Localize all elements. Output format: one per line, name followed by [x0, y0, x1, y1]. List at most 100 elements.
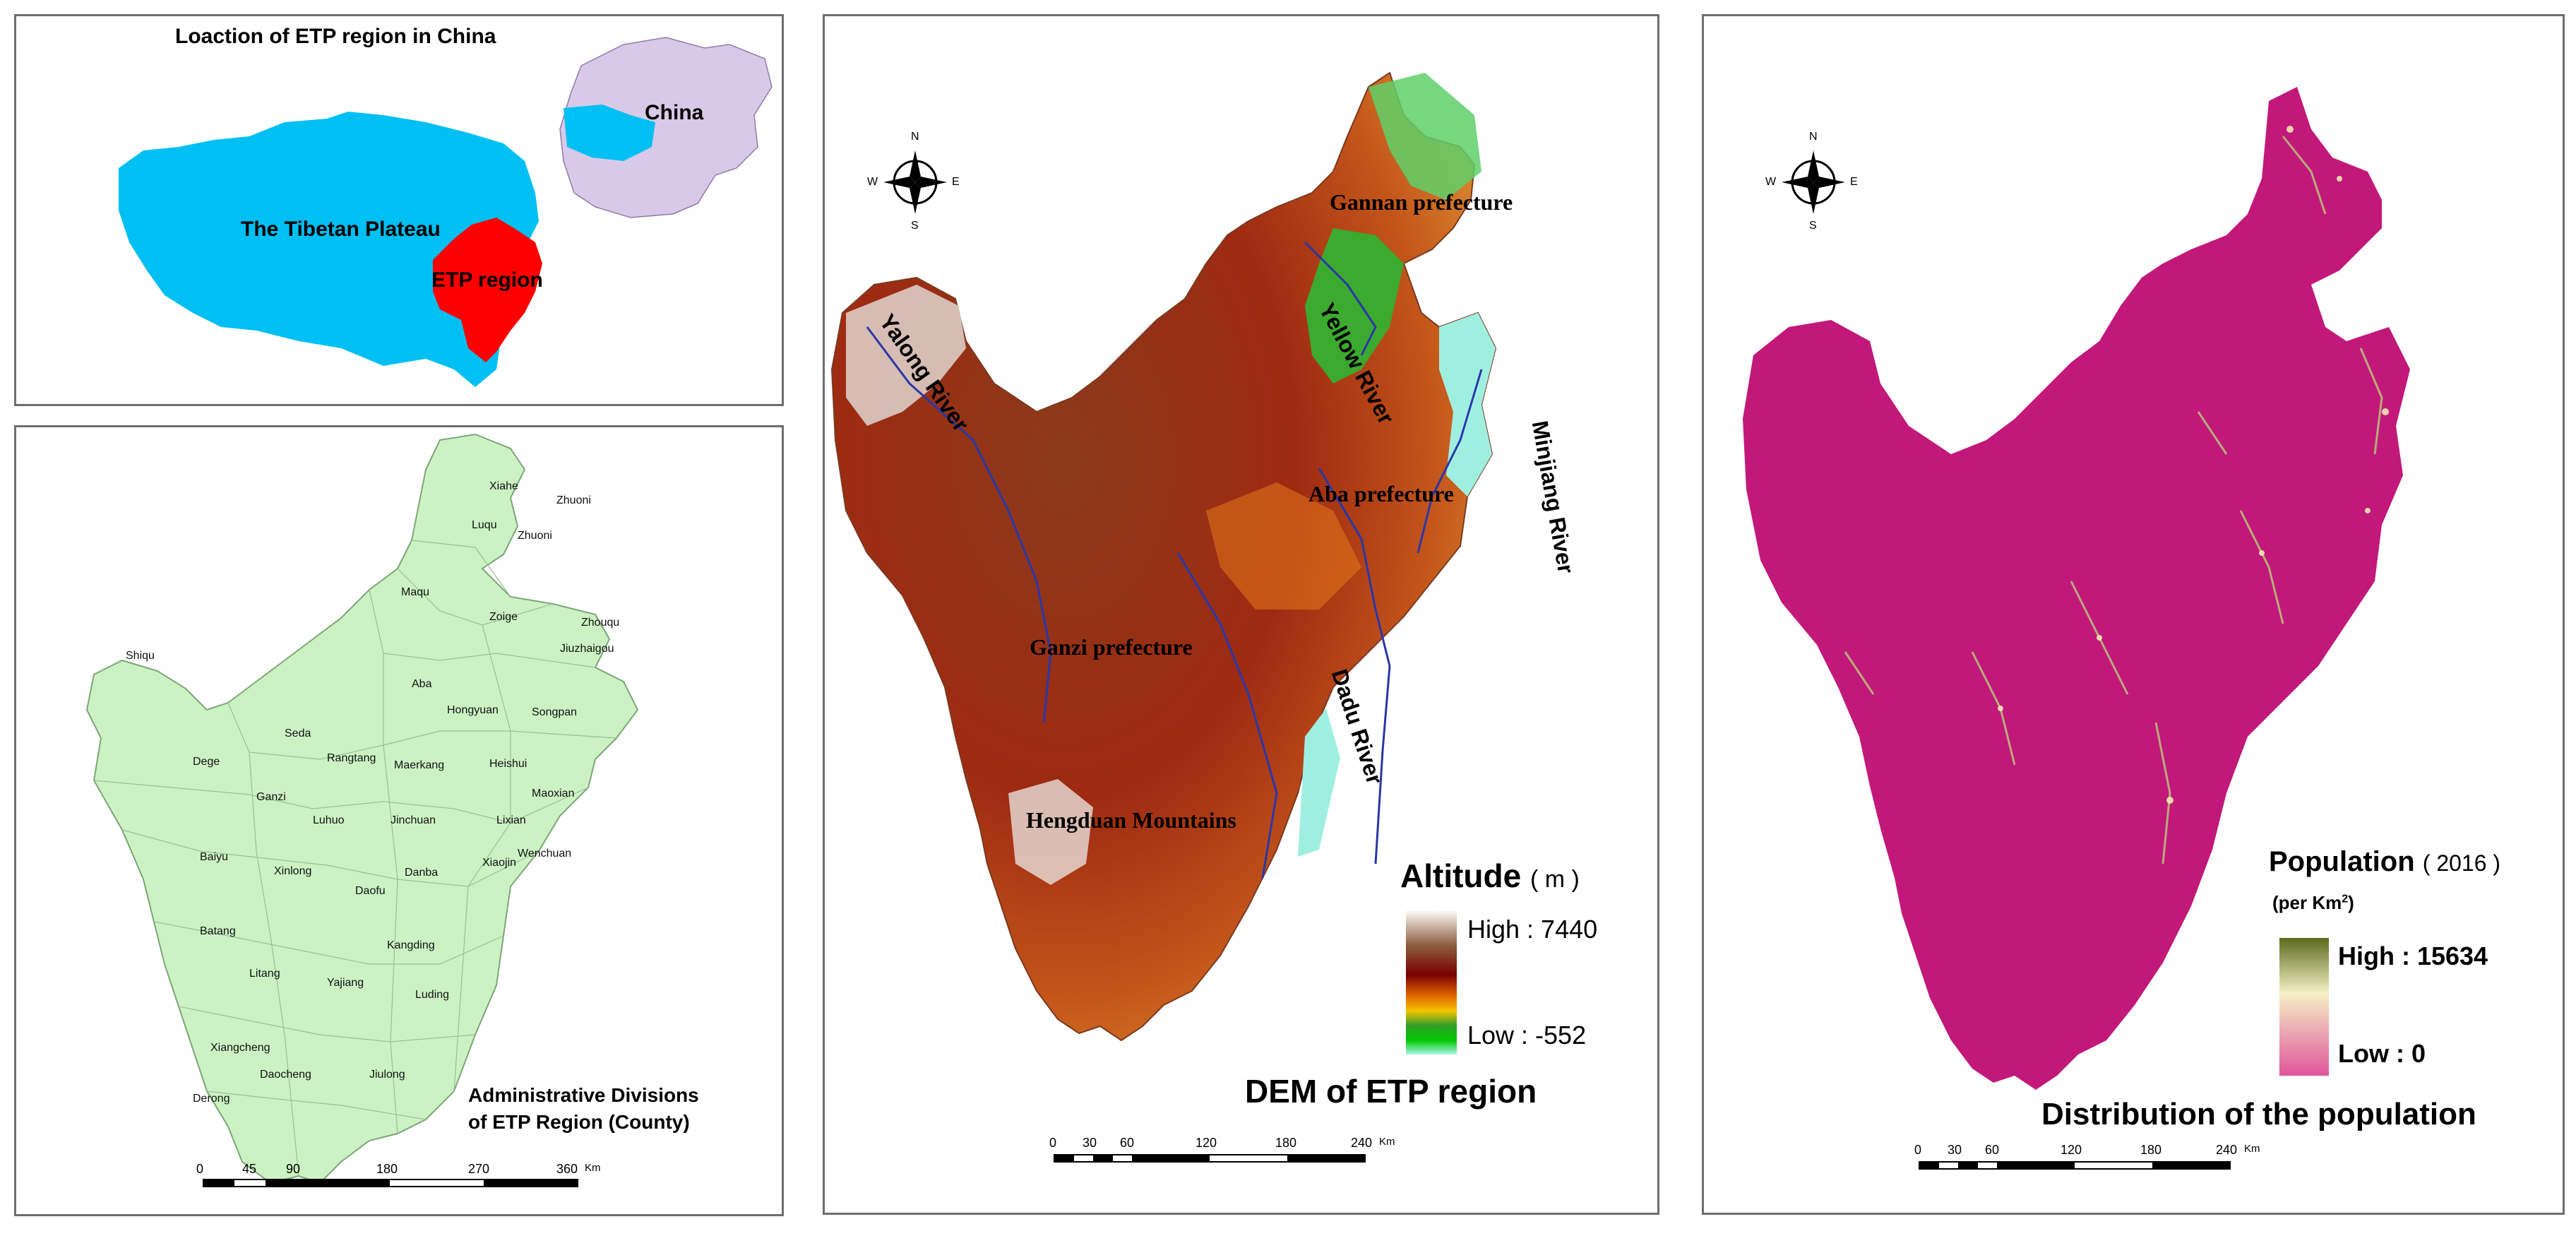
- county-label: Maoxian: [532, 788, 575, 800]
- county-label: Shiqu: [126, 650, 155, 662]
- population-density-streaks: [1844, 136, 2383, 864]
- scale-tick-label: 30: [1948, 1143, 1962, 1157]
- county-label: Daocheng: [260, 1069, 311, 1081]
- dem-lowland-east: [1439, 313, 1496, 497]
- scale-tick-label: 120: [1195, 1136, 1217, 1150]
- county-label: Luhuo: [313, 814, 345, 826]
- compass-w: W: [1765, 176, 1777, 188]
- scale-tick-label: 30: [1083, 1136, 1097, 1150]
- label-hengduan-mountains: Hengduan Mountains: [1026, 807, 1236, 833]
- label-china: China: [645, 101, 704, 124]
- location-map-panel: Loaction of ETP region in China China Th…: [14, 14, 784, 406]
- scale-unit: Km: [2244, 1143, 2260, 1155]
- compass-n: N: [911, 131, 919, 143]
- scale-tick-label: 0: [1914, 1143, 1922, 1157]
- scale-tick-label: 0: [1049, 1136, 1057, 1150]
- pop-legend-unit-sup: 2: [2342, 893, 2349, 905]
- scale-tick-label: 45: [242, 1162, 257, 1176]
- scale-tick-label: 0: [196, 1162, 204, 1176]
- county-label: Rangtang: [327, 752, 376, 764]
- compass-s: S: [911, 220, 919, 232]
- scale-tick-label: 180: [1275, 1136, 1297, 1150]
- compass-n: N: [1809, 131, 1818, 143]
- scale-tick-label: 60: [1120, 1136, 1135, 1150]
- county-label: Daofu: [355, 885, 386, 897]
- county-label: Zhuoni: [556, 494, 591, 506]
- label-tibetan-plateau: The Tibetan Plateau: [241, 218, 441, 241]
- dem-lowland-se: [1298, 708, 1340, 857]
- scale-tick-label: 120: [2061, 1143, 2082, 1157]
- county-label: Kangding: [387, 939, 435, 951]
- scale-unit: Km: [1379, 1136, 1395, 1148]
- county-label: Maerkang: [394, 759, 445, 771]
- county-label: Danba: [405, 867, 439, 879]
- county-label: Jiuzhaigou: [560, 643, 614, 655]
- label-aba-prefecture: Aba prefecture: [1308, 481, 1454, 506]
- scale-tick-label: 240: [1351, 1136, 1373, 1150]
- scale-unit: Km: [585, 1162, 601, 1174]
- legend-high: High : 7440: [1467, 915, 1598, 944]
- county-label: Derong: [193, 1093, 230, 1105]
- dem-gannan-area: [1368, 73, 1481, 200]
- scale-tick-label: 180: [2140, 1143, 2162, 1157]
- pop-legend-title: Population ( 2016 ): [2269, 846, 2500, 878]
- county-label: Xiahe: [489, 480, 518, 492]
- county-label: Luqu: [472, 519, 497, 531]
- county-label: Dege: [193, 756, 220, 768]
- dem-mid-altitude: [1206, 482, 1361, 610]
- county-label: Zhouqu: [581, 617, 620, 629]
- pop-legend-unit: (per Km2): [2272, 892, 2354, 914]
- county-label: Heishui: [489, 758, 527, 770]
- dem-region-shape: [830, 71, 1497, 1042]
- county-label: Hongyuan: [447, 704, 499, 716]
- compass-e: E: [952, 176, 960, 188]
- county-label: Jinchuan: [390, 814, 436, 826]
- county-label: Songpan: [532, 706, 578, 718]
- county-label: Xiangcheng: [210, 1042, 270, 1054]
- county-label: Litang: [249, 968, 280, 980]
- dem-map-graphic: [830, 71, 1497, 1042]
- scale-tick-label: 180: [376, 1162, 398, 1176]
- county-label: Seda: [285, 727, 311, 739]
- county-label: Zoige: [489, 611, 518, 623]
- china-outline: [559, 37, 773, 218]
- etp-region-shape: [433, 218, 542, 362]
- compass-w: W: [867, 176, 878, 188]
- label-etp-region: ETP region: [431, 268, 543, 292]
- legend-title: Altitude ( m ): [1400, 857, 1580, 895]
- county-label: Ganzi: [256, 791, 286, 803]
- county-label: Maqu: [401, 586, 430, 598]
- legend-low: Low : -552: [1467, 1021, 1587, 1050]
- scale-tick-label: 240: [2216, 1143, 2238, 1157]
- pop-legend-title-text: Population: [2269, 846, 2415, 877]
- pop-legend-unit-text: (per Km: [2272, 892, 2342, 913]
- dem-map-panel: N S E W Gannan prefecture Yellow River Y…: [823, 14, 1659, 1215]
- admin-map-title-line2: of ETP Region (County): [468, 1111, 690, 1133]
- pop-legend-low: Low : 0: [2338, 1039, 2426, 1068]
- scale-tick-label: 90: [286, 1162, 301, 1176]
- dem-rivers: [866, 241, 1483, 879]
- county-label: Batang: [200, 925, 236, 937]
- location-map-title: Loaction of ETP region in China: [175, 25, 496, 48]
- label-ganzi-prefecture: Ganzi prefecture: [1030, 634, 1193, 660]
- location-map-graphic: [119, 37, 773, 387]
- county-label: Zhuoni: [518, 530, 552, 542]
- pop-legend-unit-close: ): [2348, 892, 2354, 913]
- county-boundaries: [93, 540, 617, 1177]
- label-gannan-prefecture: Gannan prefecture: [1330, 189, 1513, 215]
- legend-title-text: Altitude: [1400, 857, 1522, 894]
- dem-high-south: [1008, 779, 1093, 885]
- compass-e: E: [1850, 176, 1858, 188]
- scale-tick-label: 270: [468, 1162, 490, 1176]
- county-label: Xiaojin: [482, 857, 517, 869]
- population-density-spots: [1998, 126, 2389, 804]
- admin-region-shape: [85, 433, 639, 1184]
- population-map-panel: N S E W Population ( 2016 ) (per Km2) Hi…: [1702, 14, 2565, 1215]
- china-plateau-part: [564, 105, 655, 161]
- admin-map-title-line1: Administrative Divisions: [468, 1084, 699, 1106]
- scale-tick-label: 360: [556, 1162, 578, 1176]
- county-label: Aba: [412, 678, 432, 690]
- county-label: Luding: [415, 989, 450, 1001]
- admin-map-panel: Xiahe Zhuoni Luqu Zhuoni Maqu Zoige Zhou…: [14, 425, 784, 1216]
- dem-map-title: DEM of ETP region: [1245, 1073, 1537, 1110]
